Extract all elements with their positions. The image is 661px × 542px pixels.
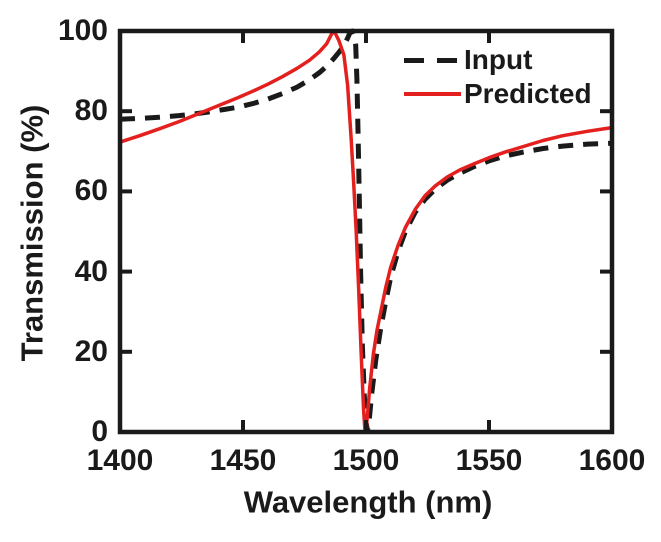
legend-entry-input: Input: [404, 43, 592, 77]
legend: Input Predicted: [404, 43, 592, 111]
legend-label-input: Input: [464, 44, 533, 75]
series-line-predicted: [119, 30, 613, 433]
y-axis-label: Transmission (%): [14, 104, 50, 362]
y-tick-label-0: 0: [91, 415, 108, 448]
axes-box: [117, 28, 615, 435]
legend-label-predicted: Predicted: [464, 78, 592, 109]
x-axis-label: Wavelength (nm): [243, 484, 493, 520]
predicted-solid-line-sample: [404, 92, 461, 96]
y-tick-label-20: 20: [74, 334, 108, 368]
x-tick-label-1600: 1600: [578, 444, 646, 477]
y-tick-label-60: 60: [74, 174, 108, 208]
y-tick-label-40: 40: [74, 254, 108, 288]
y-tick-label-80: 80: [74, 94, 108, 128]
input-dashed-line-sample: [404, 57, 461, 63]
y-tick-label-100: 100: [57, 14, 108, 47]
x-tick-label-1550: 1550: [455, 444, 523, 477]
legend-entry-predicted: Predicted: [404, 77, 592, 111]
x-tick-label-1400: 1400: [86, 444, 154, 477]
x-tick-label-1500: 1500: [332, 444, 400, 477]
x-tick-label-1450: 1450: [209, 444, 277, 477]
